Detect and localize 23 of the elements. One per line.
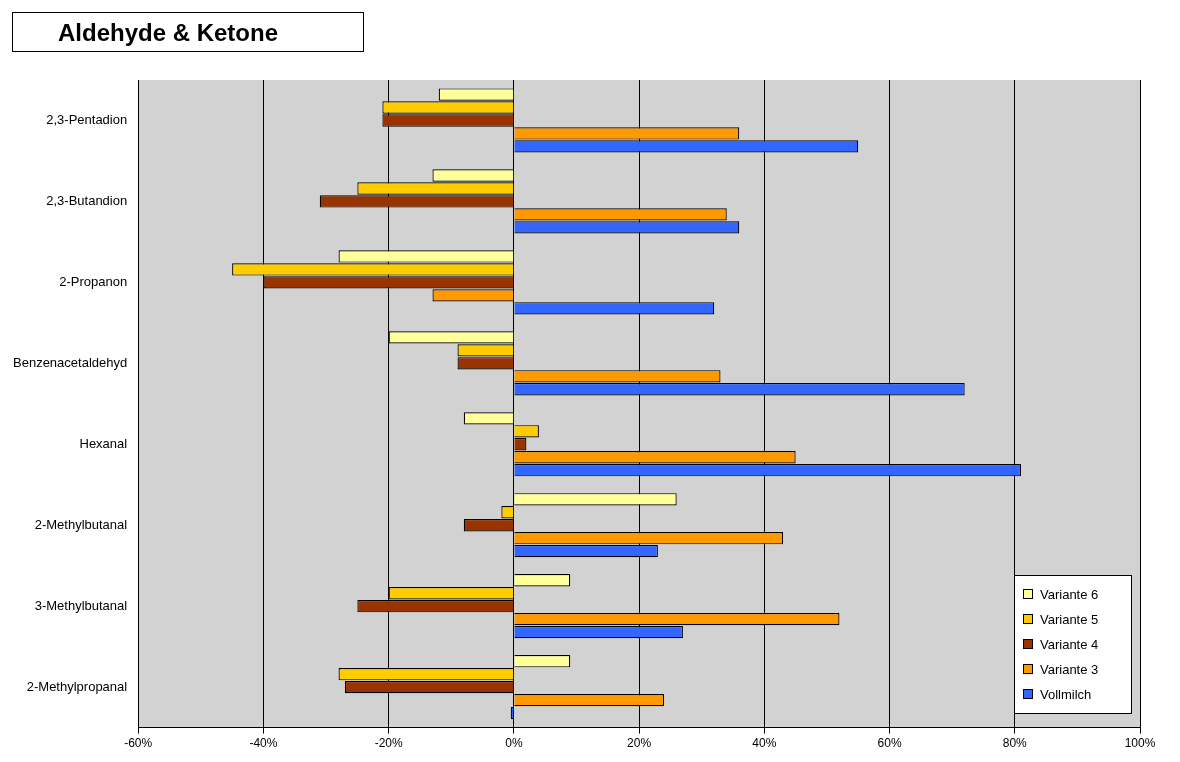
legend-label: Variante 4 (1039, 635, 1100, 654)
x-tick-label: -20% (374, 736, 403, 751)
x-tick-label: 100% (1124, 736, 1156, 751)
legend-label: Variante 6 (1039, 585, 1100, 604)
x-tick-label: -40% (249, 736, 278, 751)
y-tick-label: 2-Propanon (59, 273, 128, 289)
chart-title: Aldehyde & Ketone (12, 12, 364, 52)
x-tick-label: 40% (752, 736, 777, 751)
x-tick-label: 60% (877, 736, 902, 751)
x-tick-label: 20% (627, 736, 652, 751)
y-tick-label: 3-Methylbutanal (34, 597, 128, 613)
y-tick-label: Hexanal (79, 435, 128, 451)
y-tick-label: 2-Methylbutanal (34, 516, 128, 532)
x-tick-label: 0% (505, 736, 523, 751)
y-tick-label: 2-Methylpropanal (26, 678, 128, 694)
legend-label: Variante 3 (1039, 660, 1100, 679)
legend-label: Variante 5 (1039, 610, 1100, 629)
y-tick-label: 2,3-Butandion (46, 193, 128, 208)
x-tick-label: -60% (124, 736, 153, 751)
y-tick-label: Benzenacetaldehyd (13, 354, 128, 370)
y-tick-label: 2,3-Pentadion (46, 112, 128, 128)
legend-label: Vollmilch (1039, 685, 1093, 704)
x-tick-label: 80% (1002, 736, 1028, 751)
